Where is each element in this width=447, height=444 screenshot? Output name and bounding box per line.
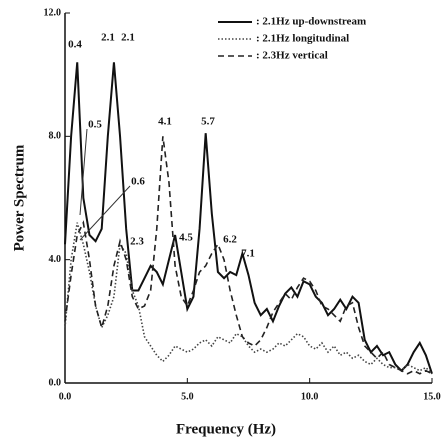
series-line	[64, 136, 433, 375]
annotation: 7.1	[241, 248, 255, 260]
annotation: 2.1	[121, 32, 135, 44]
legend-label: : 2.1Hz up-downstream	[256, 16, 366, 28]
annotation: 0.4	[68, 39, 82, 51]
x-tick-label: 5.0	[181, 391, 194, 402]
y-tick-label: 0.0	[49, 377, 62, 388]
annotation: 4.1	[158, 116, 172, 128]
y-tick-label: 12.0	[44, 7, 62, 18]
legend-label: : 2.1Hz longitudinal	[256, 33, 349, 45]
x-tick-label: 0.0	[59, 391, 72, 402]
annotation: 0.6	[131, 176, 145, 188]
y-tick-label: 8.0	[49, 131, 62, 142]
series-line	[64, 222, 433, 375]
x-tick-label: 15.0	[423, 391, 441, 402]
x-axis-label: Frequency (Hz)	[176, 421, 276, 437]
annotation: 6.2	[223, 234, 237, 246]
annotation: 5.7	[201, 116, 215, 128]
y-tick-label: 4.0	[49, 254, 62, 265]
annotation: 2.3	[130, 236, 144, 248]
x-tick-label: 10.0	[301, 391, 319, 402]
series-line	[64, 62, 433, 375]
annotation: 2.1	[101, 32, 115, 44]
annotation: 0.5	[88, 119, 102, 131]
y-axis-label: Power Spectrum	[11, 144, 27, 251]
annotation-leader	[79, 128, 88, 216]
annotation: 4.5	[179, 232, 193, 244]
annotation-leader	[79, 185, 131, 241]
legend-label: : 2.3Hz vertical	[256, 50, 328, 62]
